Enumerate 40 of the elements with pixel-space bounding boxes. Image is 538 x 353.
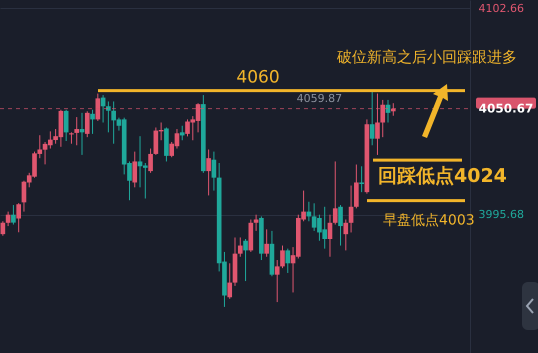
candlestick (11, 204, 16, 226)
candlestick (0, 220, 6, 236)
candlestick (370, 90, 374, 146)
candlestick (16, 202, 21, 233)
candlestick (243, 238, 248, 282)
candlestick (148, 148, 153, 174)
candlestick (84, 110, 90, 138)
candlestick (206, 148, 211, 196)
candlestick (280, 245, 285, 269)
candlestick (132, 151, 138, 188)
candlestick (264, 228, 269, 258)
y-tick-label: 3995.68 (478, 208, 524, 222)
candlestick (386, 99, 390, 123)
candlestick (100, 94, 106, 123)
ref-line-label: 早盘低点4003 (383, 212, 475, 229)
candlestick (338, 204, 343, 246)
candlestick (180, 125, 185, 141)
candlestick (227, 262, 232, 300)
candlestick (74, 116, 80, 146)
candlestick (359, 166, 364, 193)
ref-line-label: 4060 (236, 68, 280, 88)
annotation: 4059.87 (296, 92, 342, 105)
y-tick-label: 4102.66 (478, 2, 524, 15)
candlestick (348, 185, 354, 233)
candlestick (332, 160, 338, 226)
candlestick (274, 260, 280, 303)
candlestick (212, 151, 216, 192)
ref-line-label: 回踩低点4024 (378, 165, 507, 188)
candlestick (328, 214, 332, 258)
candlestick (80, 112, 84, 156)
candlestick (90, 109, 95, 134)
candlestick (306, 201, 312, 222)
candlestick (64, 109, 68, 142)
candlestick (238, 236, 243, 258)
annotation: 破位新高之后小回踩跟进多 (336, 48, 517, 66)
candlestick (69, 132, 74, 144)
candlestick (343, 219, 348, 251)
candlestick (6, 211, 10, 227)
candlestick (285, 248, 290, 274)
candlestick (254, 214, 258, 232)
